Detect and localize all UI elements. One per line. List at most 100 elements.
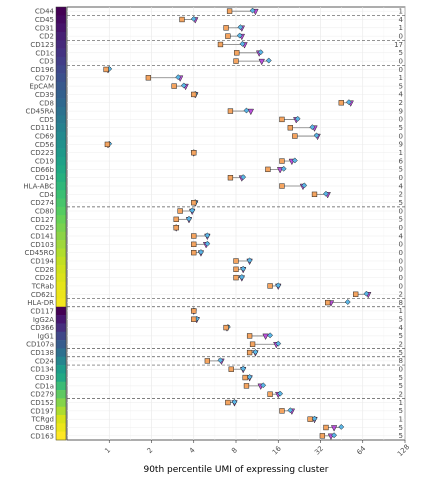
point-orange	[226, 8, 233, 14]
point-blue	[246, 373, 253, 380]
strip-cell	[56, 90, 66, 99]
y-tick-label: CD8	[39, 99, 54, 107]
point-orange	[242, 374, 248, 381]
count-label: 1	[399, 24, 403, 32]
count-label: 0	[399, 282, 403, 290]
strip-cell	[56, 40, 66, 49]
point-orange	[227, 175, 234, 181]
point-blue	[175, 74, 182, 81]
y-tick-label: CD5	[39, 116, 54, 124]
strip-border	[55, 6, 67, 441]
y-tick-label: CD31	[35, 24, 54, 32]
point-blue	[243, 107, 250, 114]
y-tick-label: CD134	[30, 366, 54, 374]
point-purple	[330, 425, 338, 432]
point-blue	[249, 7, 256, 14]
point-orange	[145, 75, 152, 81]
count-label: 5	[399, 199, 403, 207]
point-blue	[190, 15, 197, 22]
point-orange	[319, 433, 326, 439]
count-label: 1	[399, 307, 403, 315]
strip-cell	[56, 415, 66, 424]
strip-cell	[56, 31, 66, 41]
strip-cell	[56, 98, 66, 108]
y-tick-label: CD1a	[35, 382, 54, 390]
count-label: 0	[399, 257, 403, 265]
strip-cell	[56, 56, 66, 66]
x-axis-label: 90th percentile UMI of expressing cluste…	[143, 465, 328, 475]
count-label: 0	[399, 241, 403, 249]
point-orange	[104, 141, 111, 148]
y-tick-label: CD44	[35, 8, 55, 16]
y-tick-label: CD152	[30, 399, 54, 407]
y-tick-label: TCRab	[31, 282, 55, 290]
y-tick-label: CD19	[35, 158, 54, 166]
point-orange	[234, 50, 240, 56]
point-orange	[191, 233, 197, 239]
count-label: 1	[399, 149, 403, 157]
y-tick-label: CD56	[35, 141, 55, 149]
y-tick-label: CD141	[30, 232, 54, 240]
y-tick-label: CD26	[35, 274, 55, 282]
x-tick-label: 4	[188, 446, 197, 455]
y-tick-label: CD223	[30, 149, 54, 157]
y-tick-label: CD45	[35, 16, 54, 24]
point-blue	[275, 282, 282, 289]
y-tick-label: CD274	[30, 199, 54, 207]
point-orange	[191, 241, 197, 247]
strip-cell	[56, 156, 66, 166]
point-blue	[338, 423, 345, 430]
x-tick-label: 32	[313, 445, 325, 457]
count-label: 4	[399, 182, 404, 190]
point-orange	[323, 424, 329, 431]
count-label: 5	[399, 124, 403, 132]
count-label: 0	[399, 249, 403, 257]
point-blue	[294, 115, 301, 122]
point-blue	[240, 174, 247, 181]
strip-cell	[56, 81, 66, 91]
strip-cell	[56, 15, 66, 24]
strip-cell	[56, 106, 66, 116]
y-tick-label: CD86	[35, 424, 55, 432]
y-tick-label: CD66b	[30, 166, 54, 174]
strip-cell	[56, 7, 66, 16]
point-blue	[240, 365, 247, 372]
point-orange	[191, 91, 197, 98]
y-tick-label: CD28	[35, 266, 54, 274]
strip-cell	[56, 131, 66, 141]
point-orange	[292, 133, 298, 139]
point-blue	[291, 157, 298, 164]
x-tick-label: 16	[271, 444, 283, 456]
point-blue	[237, 24, 244, 31]
strip-cell	[56, 365, 66, 374]
x-tick-label: 64	[355, 444, 367, 456]
count-label: 1	[399, 7, 403, 15]
point-orange	[228, 366, 234, 372]
point-blue	[280, 165, 287, 172]
point-orange	[223, 324, 229, 331]
y-tick-label: HLA-ABC	[23, 183, 54, 191]
strip-cell	[56, 73, 66, 83]
y-tick-label: CD107a	[26, 341, 54, 349]
point-blue	[246, 257, 253, 264]
count-label: 4	[399, 232, 404, 240]
y-tick-label: CD103	[30, 241, 54, 249]
point-blue	[239, 40, 246, 47]
y-tick-label: CD366	[30, 324, 54, 332]
point-orange	[233, 58, 239, 64]
y-tick-label: CD80	[35, 208, 54, 216]
strip-cell	[56, 406, 66, 416]
strip-cell	[56, 115, 66, 124]
count-label: 8	[399, 299, 403, 307]
point-blue	[267, 332, 274, 339]
count-label: 5	[399, 382, 403, 390]
count-label: 0	[399, 66, 403, 74]
point-blue	[344, 299, 351, 305]
point-orange	[225, 399, 231, 406]
strip-cell	[56, 306, 66, 316]
point-purple	[262, 333, 269, 341]
point-orange	[287, 125, 293, 131]
point-orange	[225, 33, 231, 39]
point-blue	[238, 274, 245, 280]
count-label: 8	[399, 357, 403, 365]
